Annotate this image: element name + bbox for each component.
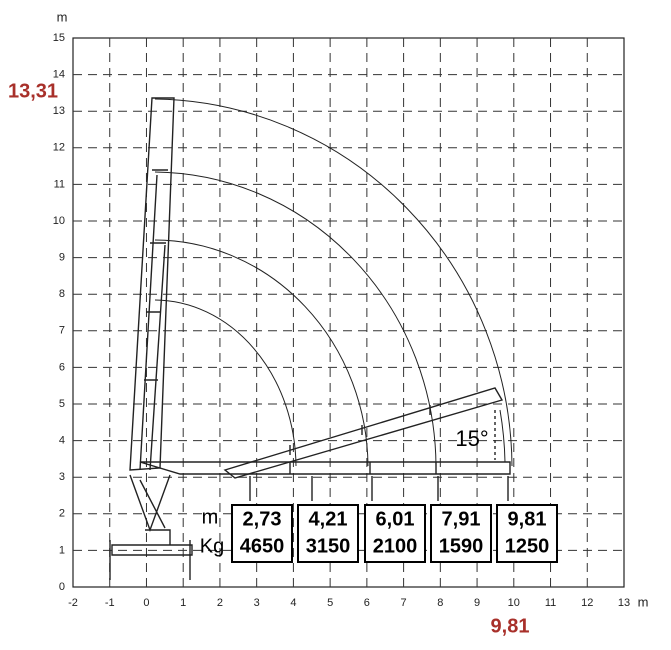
y-tick-label: 13	[53, 105, 65, 117]
vertical-boom	[129, 97, 175, 471]
y-tick-label: 7	[59, 325, 65, 337]
arc	[154, 299, 297, 467]
arc	[154, 171, 437, 467]
load-value: 1590	[439, 535, 484, 557]
x-tick-label: 12	[581, 597, 593, 609]
x-tick-label: 11	[545, 597, 556, 609]
table-cell	[496, 504, 558, 563]
load-value: 3150	[306, 535, 351, 557]
reach-value: 2,73	[243, 508, 282, 530]
x-tick-label: 7	[401, 597, 407, 609]
x-tick-label: -1	[105, 597, 115, 609]
boom-joint	[144, 169, 168, 381]
load-value: 4650	[240, 535, 285, 557]
x-unit: m	[638, 594, 649, 609]
y-unit: m	[57, 9, 68, 24]
reach-value: 6,01	[376, 508, 415, 530]
y-tick-label: 10	[53, 215, 65, 227]
y-tick-label: 15	[53, 32, 65, 44]
reach-value: 9,81	[508, 508, 547, 530]
max-reach: 9,81	[491, 615, 530, 637]
y-tick-label: 5	[59, 398, 65, 410]
boom-joint	[289, 405, 431, 455]
table-cell	[364, 504, 426, 563]
y-tick-label: 4	[59, 435, 65, 447]
arc	[154, 98, 513, 467]
x-tick-label: -2	[68, 597, 78, 609]
base	[109, 529, 193, 580]
inclined-boom	[223, 387, 504, 479]
y-tick-label: 8	[59, 288, 65, 300]
load-value: 1250	[505, 535, 550, 557]
y-tick-label: 12	[53, 142, 65, 154]
arc	[154, 239, 369, 467]
x-tick-label: 2	[217, 597, 223, 609]
plot-frame	[72, 37, 625, 588]
y-tick-label: 9	[59, 252, 65, 264]
y-tick-label: 11	[54, 178, 65, 190]
boom-section	[139, 174, 166, 471]
reach-marker	[249, 476, 509, 501]
table-cell	[231, 504, 293, 563]
x-tick-label: 6	[364, 597, 370, 609]
reach-arcs	[154, 98, 513, 467]
boom-joint	[289, 462, 437, 474]
angle-label: 15°	[455, 426, 488, 451]
x-tick-label: 0	[143, 597, 149, 609]
angle-arc	[499, 409, 506, 463]
y-tick-label: 1	[59, 544, 65, 556]
table-cell	[297, 504, 359, 563]
y-tick-label: 6	[59, 361, 65, 373]
x-tick-label: 1	[180, 597, 186, 609]
x-tick-label: 3	[254, 597, 260, 609]
y-tick-label: 2	[59, 508, 65, 520]
horizontal-boom	[139, 461, 511, 475]
column	[129, 474, 171, 533]
x-tick-label: 9	[474, 597, 480, 609]
x-tick-label: 4	[290, 597, 296, 609]
row-label: m	[202, 506, 219, 528]
x-tick-label: 13	[618, 597, 630, 609]
load-value: 2100	[373, 535, 418, 557]
row-label: Kg	[200, 535, 224, 557]
crane	[109, 97, 511, 580]
x-tick-label: 5	[327, 597, 333, 609]
x-tick-label: 8	[437, 597, 443, 609]
reach-value: 7,91	[442, 508, 481, 530]
y-tick-label: 0	[59, 581, 65, 593]
y-tick-label: 3	[59, 471, 65, 483]
max-height: 13,31	[8, 80, 58, 102]
table-cell	[430, 504, 492, 563]
reach-value: 4,21	[309, 508, 348, 530]
x-tick-label: 10	[508, 597, 520, 609]
y-tick-label: 14	[53, 69, 65, 81]
